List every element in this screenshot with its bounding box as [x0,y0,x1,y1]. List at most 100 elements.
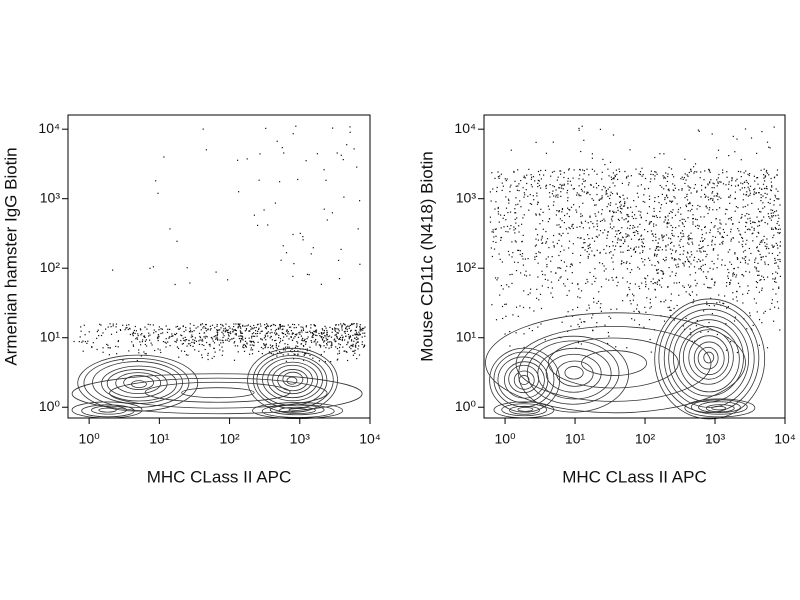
event-dot [177,347,180,349]
event-dot [346,351,348,353]
event-dot [279,340,282,342]
event-dot [583,170,585,172]
event-dot [546,266,548,268]
event-dot [752,232,754,234]
event-dot [109,323,111,325]
event-dot [357,337,359,339]
event-dot [719,233,721,235]
event-dot [589,184,592,186]
event-dot [249,344,251,346]
event-dot [758,192,760,194]
event-dot [595,182,597,184]
event-dot [199,336,202,339]
event-dot [688,293,690,295]
event-dot [520,206,522,208]
event-dot [341,334,343,336]
event-dot [609,210,611,212]
event-dot [729,217,731,219]
event-dot [252,335,254,337]
event-dot [661,237,663,239]
event-dot [545,185,547,187]
event-dot [337,353,339,355]
event-dot [689,202,691,204]
event-dot [620,204,622,206]
event-dot [355,332,358,334]
event-dot [332,127,334,129]
event-dot [330,361,332,363]
event-dot [710,287,712,289]
event-dot [246,158,248,160]
event-dot [272,347,274,350]
event-dot [505,196,507,198]
event-dot [687,210,689,212]
event-dot [580,213,582,215]
event-dot [578,195,580,197]
event-dot [616,285,618,287]
event-dot [611,257,613,259]
event-dot [607,195,609,197]
event-dot [305,343,307,345]
event-dot [626,235,628,237]
event-dot [492,240,494,243]
event-dot [620,212,622,214]
event-dot [696,190,698,192]
event-dot [559,251,562,253]
event-dot [742,199,744,201]
event-dot [766,243,768,245]
event-dot [323,332,325,334]
event-dot [701,237,703,239]
contour-line [690,399,748,415]
event-dot [756,247,758,249]
event-dot [294,333,296,336]
x-tick-label: 10¹ [565,431,586,447]
event-dot [583,242,585,244]
event-dot [302,236,304,238]
event-dot [671,241,673,243]
event-dot [492,231,495,233]
event-dot [622,205,625,207]
event-dot [537,326,539,328]
event-dot [626,281,628,283]
event-dot [510,225,512,227]
event-dot [513,261,516,263]
event-dot [338,324,340,326]
contour-line [703,351,715,364]
event-dot [645,283,647,286]
event-dot [210,328,212,330]
event-dot [235,330,237,332]
event-dot [296,333,298,335]
event-dot [655,224,657,226]
event-dot [117,346,119,348]
event-dot [242,325,244,327]
event-dot [636,304,638,306]
event-dot [189,327,191,329]
event-dot [659,210,661,213]
event-dot [509,274,511,276]
event-dot [664,177,667,179]
event-dot [754,261,756,263]
event-dot [559,277,561,279]
event-dot [776,222,778,225]
event-dot [722,240,724,243]
contour-line [91,405,127,415]
event-dot [234,341,236,343]
event-dot [591,317,593,319]
event-dot [326,331,328,333]
event-dot [117,340,120,342]
event-dot [737,185,739,187]
event-dot [733,268,735,270]
event-dot [548,247,550,249]
event-dot [644,306,646,308]
event-dot [355,346,357,348]
event-dot [748,174,750,177]
event-dot [614,236,616,238]
event-dot [712,249,714,251]
event-dot [313,341,315,343]
event-dot [654,156,656,159]
event-dot [489,216,491,218]
event-dot [533,310,535,312]
event-dot [736,258,739,260]
event-dot [753,189,755,191]
event-dot [701,184,703,187]
